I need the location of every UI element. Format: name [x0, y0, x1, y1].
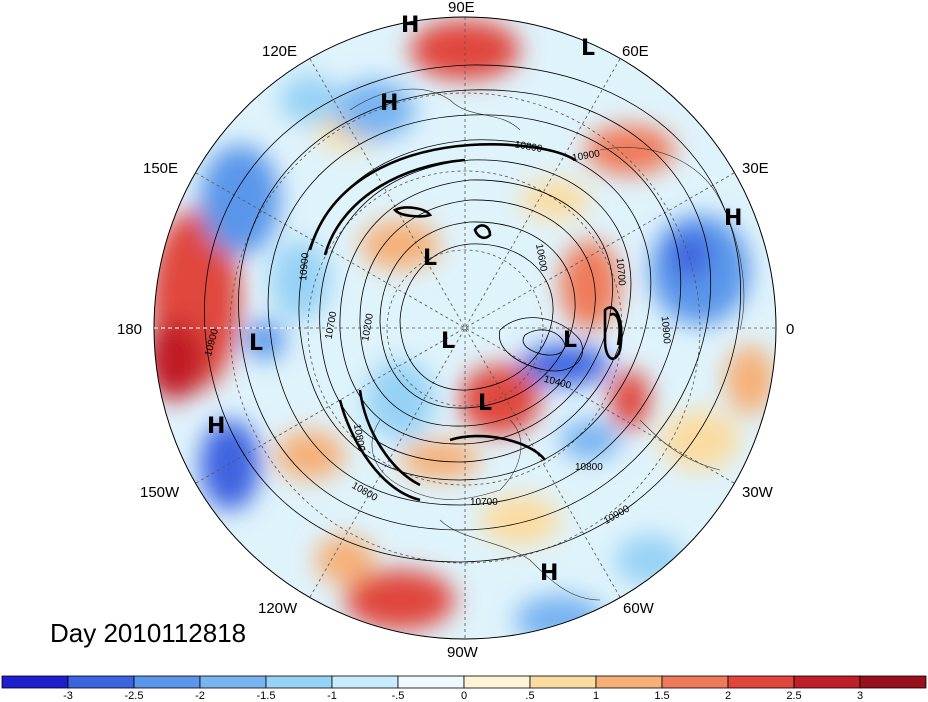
- contour-label: 10700: [470, 497, 498, 508]
- colorbar-tick-label: 1.5: [654, 690, 669, 702]
- contour-label: 10900: [298, 252, 311, 281]
- colorbar-tick-label: 0: [461, 690, 467, 702]
- colorbar-tick-label: -2.5: [125, 690, 144, 702]
- contour-label: 10900: [571, 148, 601, 164]
- lon-label-30w: 30W: [742, 484, 774, 501]
- low-pressure-marker: L: [441, 329, 455, 354]
- contour-label: 10800: [514, 139, 544, 155]
- colorbar-box: [199, 675, 267, 689]
- colorbar-box: [727, 675, 795, 689]
- contour-label: 10900: [659, 316, 672, 345]
- lon-label-90e: 90E: [448, 0, 475, 16]
- contour-label: 10200: [360, 312, 376, 342]
- lon-label-30e: 30E: [742, 160, 769, 177]
- jet-contours: [308, 143, 623, 502]
- colorbar-box: [859, 675, 927, 689]
- contour-label: 10600: [533, 243, 549, 273]
- colorbar-box: [793, 675, 861, 689]
- high-pressure-marker: H: [724, 206, 742, 231]
- longitude-labels: 90E 60E 30E 0 30W 60W 90W 120W 150W 180 …: [117, 0, 794, 661]
- colorbar-box: [529, 675, 597, 689]
- contour-label: 10700: [324, 310, 340, 340]
- low-pressure-marker: L: [423, 246, 437, 271]
- contour-labels: 10900 10900 10800 10700 10200 10900 1060…: [203, 139, 672, 527]
- lon-label-120e: 120E: [262, 43, 297, 60]
- low-pressure-marker: L: [478, 391, 492, 416]
- graticule: [154, 17, 776, 639]
- lon-label-120w: 120W: [258, 600, 298, 617]
- colorbar-ticks: -3 -2.5 -2 -1.5 -1 -.5 0 .5 1 1.5 2 2.5 3: [63, 690, 863, 702]
- low-pressure-marker: L: [249, 331, 263, 356]
- colorbar-tick-label: 1: [593, 690, 599, 702]
- lon-label-150e: 150E: [143, 160, 178, 177]
- contour-label: 10800: [575, 462, 603, 473]
- lon-label-0: 0: [786, 321, 794, 338]
- contour-label: 10800: [351, 423, 367, 453]
- high-pressure-marker: H: [380, 91, 398, 116]
- colorbar-box: [463, 675, 531, 689]
- colorbar-box: [265, 675, 333, 689]
- lon-label-60e: 60E: [622, 43, 649, 60]
- colorbar-tick-label: .5: [525, 690, 534, 702]
- colorbar-box: [595, 675, 663, 689]
- colorbar-box: [67, 675, 135, 689]
- colorbar-box: [661, 675, 729, 689]
- day-label: Day 2010112818: [50, 618, 247, 648]
- colorbar-tick-label: -3: [63, 690, 73, 702]
- colorbar-tick-label: -1: [327, 690, 337, 702]
- colorbar-box: [133, 675, 201, 689]
- height-contours: [204, 64, 742, 563]
- contour-label: 10700: [614, 257, 627, 286]
- lon-label-90w: 90W: [447, 644, 479, 661]
- colorbar-tick-label: 2: [725, 690, 731, 702]
- colorbar-tick-label: 3: [857, 690, 863, 702]
- lon-label-150w: 150W: [140, 484, 180, 501]
- colorbar-tick-label: -2: [195, 690, 205, 702]
- pressure-systems: H L H H L L L L L H H: [207, 13, 742, 586]
- colorbar-box: [331, 675, 399, 689]
- low-pressure-marker: L: [563, 328, 577, 353]
- colorbar-box: [397, 675, 465, 689]
- low-pressure-marker: L: [581, 36, 595, 61]
- lon-label-180: 180: [117, 321, 142, 338]
- high-pressure-marker: H: [540, 561, 558, 586]
- colorbar: -3 -2.5 -2 -1.5 -1 -.5 0 .5 1 1.5 2 2.5 3: [1, 675, 927, 702]
- high-pressure-marker: H: [207, 414, 225, 439]
- colorbar-box: [1, 675, 69, 689]
- high-pressure-marker: H: [401, 13, 419, 38]
- colorbar-tick-label: -1.5: [257, 690, 276, 702]
- colorbar-tick-label: -.5: [392, 690, 405, 702]
- colorbar-tick-label: 2.5: [786, 690, 801, 702]
- map-disc: [154, 17, 776, 639]
- colorbar-boxes: [1, 675, 927, 689]
- lon-label-60w: 60W: [623, 600, 655, 617]
